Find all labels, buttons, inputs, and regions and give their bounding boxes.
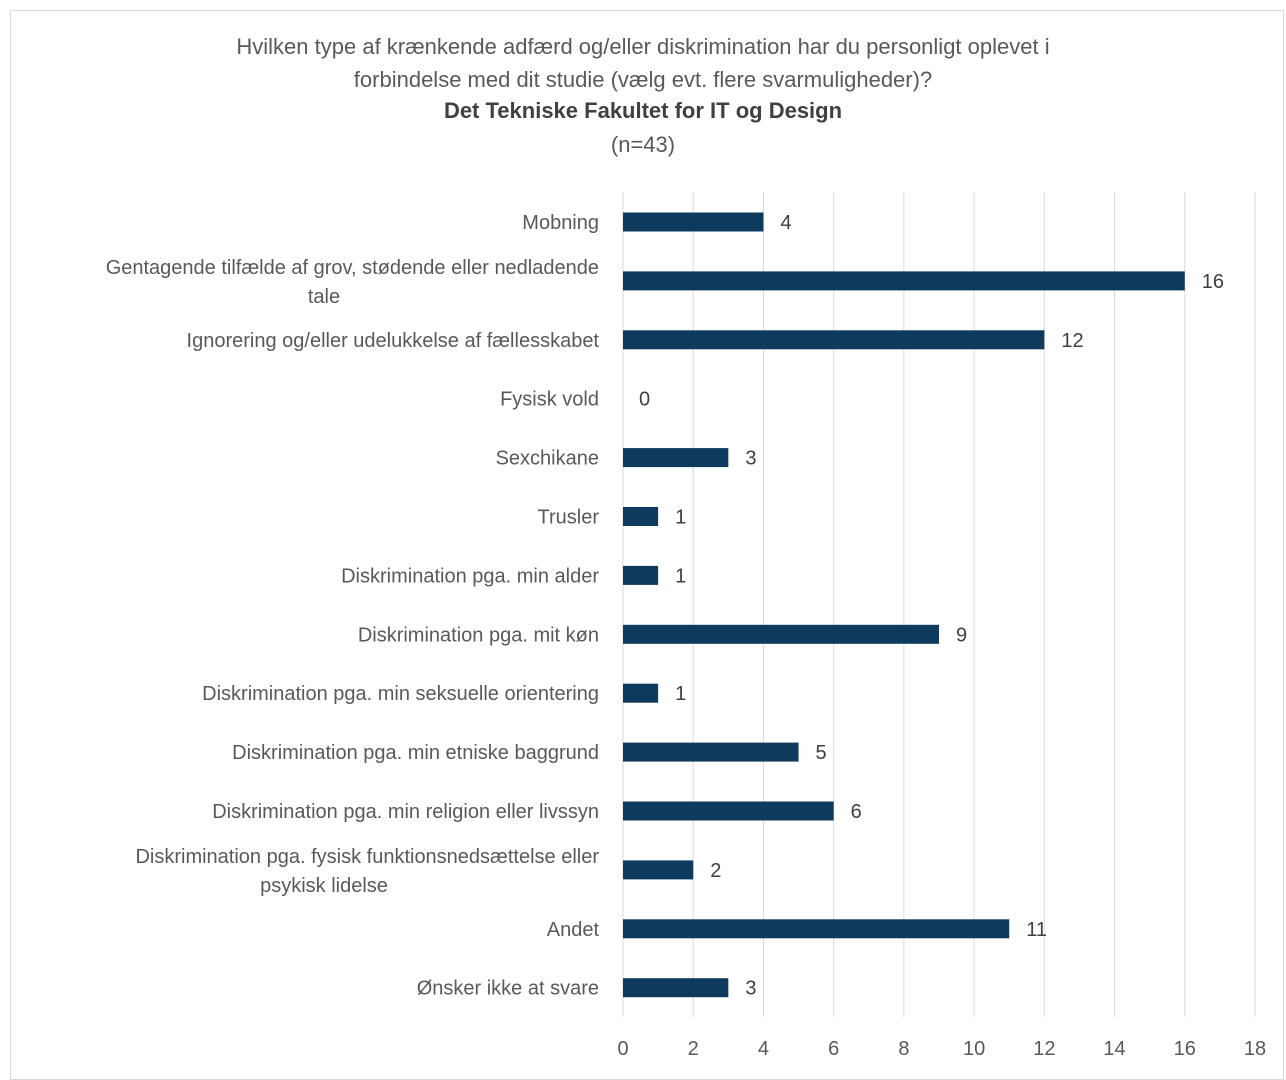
bar — [623, 507, 659, 526]
data-label: 11 — [1026, 919, 1047, 941]
data-label: 5 — [816, 742, 827, 764]
data-label: 3 — [745, 978, 756, 1000]
bar — [623, 742, 799, 762]
data-label: 1 — [675, 683, 686, 705]
bar — [623, 919, 1010, 939]
x-tick-label: 14 — [1103, 1038, 1125, 1060]
chart-title-line-1: Hvilken type af krænkende adfærd og/elle… — [236, 34, 1050, 59]
category-label: Andet — [547, 919, 600, 941]
x-tick-label: 12 — [1033, 1038, 1055, 1060]
x-tick-label: 8 — [898, 1038, 909, 1060]
category-label: Gentagende tilfælde af grov, stødende el… — [106, 257, 599, 279]
x-tick-label: 6 — [828, 1038, 839, 1060]
data-label: 4 — [780, 212, 791, 234]
data-label: 1 — [675, 565, 686, 587]
data-label: 0 — [639, 389, 650, 411]
data-label: 12 — [1061, 330, 1083, 352]
x-tick-label: 2 — [688, 1038, 699, 1060]
chart-subtitle: Det Tekniske Fakultet for IT og Design — [443, 98, 843, 123]
bar — [623, 330, 1045, 350]
x-tick-label: 4 — [758, 1038, 769, 1060]
bar — [623, 448, 729, 468]
category-label: Ønsker ikke at svare — [417, 978, 599, 1000]
data-label: 6 — [851, 801, 862, 823]
category-label: Sexchikane — [496, 448, 599, 470]
category-label: Ignorering og/eller udelukkelse af fælle… — [187, 330, 600, 352]
data-label: 3 — [745, 448, 756, 470]
bar — [623, 212, 764, 232]
category-label: psykisk lidelse — [260, 875, 388, 897]
category-label: Mobning — [522, 212, 599, 234]
bar — [623, 565, 659, 585]
bar — [623, 860, 694, 880]
bar — [623, 683, 659, 703]
bar — [623, 978, 729, 998]
x-tick-label: 18 — [1244, 1038, 1266, 1060]
bar — [623, 801, 834, 821]
category-label: Diskrimination pga. min alder — [341, 565, 599, 587]
data-label: 9 — [956, 624, 967, 646]
chart-title-line-2: forbindelse med dit studie (vælg evt. fl… — [353, 67, 933, 92]
category-label: Diskrimination pga. min etniske baggrund — [232, 742, 599, 764]
data-label: 1 — [675, 507, 686, 529]
bar — [623, 271, 1185, 291]
x-tick-label: 10 — [963, 1038, 985, 1060]
chart-note: (n=43) — [610, 132, 676, 157]
category-label: Diskrimination pga. min religion eller l… — [212, 801, 599, 823]
category-label: Diskrimination pga. fysisk funktionsneds… — [135, 846, 599, 868]
category-label: Diskrimination pga. min seksuelle orient… — [202, 683, 599, 705]
category-label: tale — [308, 286, 340, 308]
x-tick-label: 16 — [1174, 1038, 1196, 1060]
x-tick-label: 0 — [617, 1038, 628, 1060]
data-label: 2 — [710, 860, 721, 882]
category-label: Diskrimination pga. mit køn — [358, 624, 599, 646]
data-label: 16 — [1202, 271, 1224, 293]
category-label: Fysisk vold — [500, 389, 599, 411]
category-label: Trusler — [538, 507, 600, 529]
bar — [623, 624, 939, 644]
